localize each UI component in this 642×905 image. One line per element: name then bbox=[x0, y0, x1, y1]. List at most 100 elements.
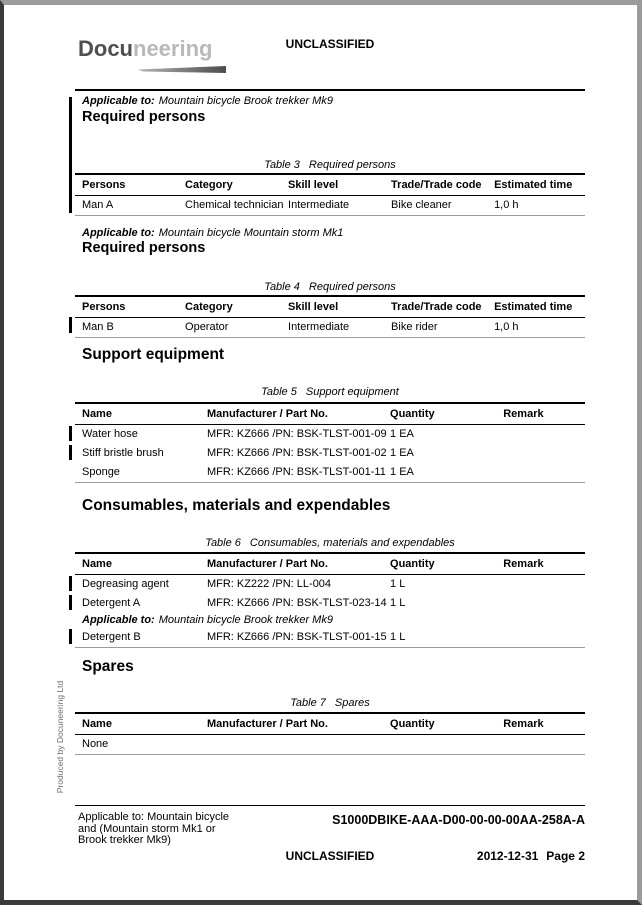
table-cell: Degreasing agent bbox=[82, 578, 169, 590]
table-cell bbox=[496, 594, 585, 613]
table-row: Man B Operator Intermediate Bike rider 1… bbox=[75, 318, 585, 337]
table-cell: Bike rider bbox=[391, 321, 438, 333]
column-header: Estimated time bbox=[494, 301, 573, 313]
table-caption-3: Table 3 Required persons bbox=[75, 159, 585, 172]
change-bar bbox=[69, 426, 72, 441]
column-header: Quantity bbox=[390, 408, 435, 420]
table-cell: 1 L bbox=[390, 597, 406, 609]
logo-text-dark: Docu bbox=[78, 36, 133, 61]
table-cell: Sponge bbox=[82, 466, 120, 478]
table-caption-5: Table 5 Support equipment bbox=[75, 386, 585, 399]
table-cell: 1,0 h bbox=[494, 321, 519, 333]
table-cell bbox=[383, 735, 496, 754]
table-cell: Bike cleaner bbox=[391, 199, 452, 211]
page-number: Page 2 bbox=[546, 849, 585, 863]
table-cell bbox=[496, 425, 585, 444]
table-caption-label: Table 4 bbox=[264, 281, 300, 293]
column-header: Trade/Trade code bbox=[391, 179, 482, 191]
table-cell: None bbox=[82, 738, 109, 750]
table-row: Man A Chemical technician Intermediate B… bbox=[75, 196, 585, 215]
header-rule bbox=[75, 89, 585, 91]
table-cell: Intermediate bbox=[288, 199, 350, 211]
column-header: Remark bbox=[503, 408, 544, 420]
column-header: Skill level bbox=[288, 301, 339, 313]
table-caption-label: Table 7 bbox=[290, 697, 326, 709]
column-header: Name bbox=[82, 718, 112, 730]
table-cell: 1 EA bbox=[390, 447, 414, 459]
table-caption-4: Table 4 Required persons bbox=[75, 281, 585, 294]
table-cell bbox=[496, 444, 585, 463]
table-cell: MFR: KZ222 /PN: LL-004 bbox=[206, 578, 332, 590]
table-header-row: Name Manufacturer / Part No. Quantity Re… bbox=[75, 552, 585, 575]
applicability-prefix: Applicable to: bbox=[82, 95, 155, 107]
table-cell: Man A bbox=[82, 199, 114, 211]
column-header: Persons bbox=[82, 179, 126, 191]
table-header-row: Persons Category Skill level Trade/Trade… bbox=[75, 295, 585, 318]
applicability-statement: Applicable to: Mountain bicycle Brook tre… bbox=[82, 95, 333, 108]
table-caption-title: Spares bbox=[334, 697, 370, 709]
table-cell: MFR: KZ666 /PN: BSK-TLST-001-15 bbox=[206, 631, 387, 643]
classification-banner-top: UNCLASSIFIED bbox=[285, 37, 375, 51]
logo-text-light: neering bbox=[133, 36, 213, 61]
table-cell: 1,0 h bbox=[494, 199, 519, 211]
table-row: Sponge MFR: KZ666 /PN: BSK-TLST-001-11 1… bbox=[75, 463, 585, 482]
footer-applicability: Applicable to: Mountain bicycle and (Mou… bbox=[78, 811, 230, 847]
column-header: Persons bbox=[82, 301, 126, 313]
table-cell: Detergent A bbox=[82, 597, 141, 609]
applicability-prefix: Applicable to: bbox=[82, 614, 155, 626]
footer-rule bbox=[75, 805, 585, 806]
table-caption-label: Table 3 bbox=[264, 159, 300, 171]
table-cell: Stiff bristle brush bbox=[82, 447, 164, 459]
table-cell bbox=[200, 735, 383, 754]
footer-applicability-line: Applicable to: Mountain bicycle bbox=[78, 811, 230, 823]
change-bar bbox=[69, 595, 72, 610]
table-spares: Name Manufacturer / Part No. Quantity Re… bbox=[75, 712, 585, 755]
column-header: Trade/Trade code bbox=[391, 301, 482, 313]
column-header: Skill level bbox=[288, 179, 339, 191]
column-header: Name bbox=[82, 558, 112, 570]
footer-applicability-line: and (Mountain storm Mk1 or bbox=[78, 822, 216, 835]
table-support-equipment: Name Manufacturer / Part No. Quantity Re… bbox=[75, 402, 585, 483]
table-row: Stiff bristle brush MFR: KZ666 /PN: BSK-… bbox=[75, 444, 585, 463]
logo-swoosh-icon bbox=[138, 66, 226, 73]
table-cell: MFR: KZ666 /PN: BSK-TLST-023-14 bbox=[206, 597, 387, 609]
table-cell: 1 L bbox=[390, 578, 406, 590]
table-cell bbox=[496, 575, 585, 594]
table-header-row: Name Manufacturer / Part No. Quantity Re… bbox=[75, 712, 585, 735]
change-bar bbox=[69, 317, 72, 333]
footer-date-page: 2012-12-31 Page 2 bbox=[75, 849, 585, 863]
change-bar bbox=[69, 445, 72, 460]
table-row: Detergent B MFR: KZ666 /PN: BSK-TLST-001… bbox=[75, 628, 585, 647]
table-caption-title: Required persons bbox=[308, 159, 396, 171]
column-header: Remark bbox=[503, 558, 544, 570]
column-header: Name bbox=[82, 408, 112, 420]
column-header: Manufacturer / Part No. bbox=[206, 408, 328, 420]
table-header-row: Name Manufacturer / Part No. Quantity Re… bbox=[75, 402, 585, 425]
applicability-text: Mountain bicycle Brook trekker Mk9 bbox=[158, 95, 333, 107]
issue-date: 2012-12-31 bbox=[476, 849, 539, 863]
table-cell: Water hose bbox=[82, 428, 138, 440]
table-cell: Chemical technician bbox=[185, 199, 284, 211]
table-required-persons-3: Persons Category Skill level Trade/Trade… bbox=[75, 173, 585, 216]
docuneering-logo: Docuneering bbox=[78, 36, 212, 62]
applicability-statement: Applicable to: Mountain bicycle Mountain … bbox=[82, 227, 343, 240]
table-caption-title: Required persons bbox=[308, 281, 396, 293]
table-cell bbox=[496, 735, 585, 754]
table-cell bbox=[496, 463, 585, 482]
column-header: Manufacturer / Part No. bbox=[206, 558, 328, 570]
table-cell: 1 EA bbox=[390, 466, 414, 478]
change-bar bbox=[69, 576, 72, 591]
applicability-text: Mountain bicycle Brook trekker Mk9 bbox=[158, 614, 333, 626]
table-cell: Detergent B bbox=[82, 631, 141, 643]
column-header: Category bbox=[185, 179, 233, 191]
table-caption-6: Table 6 Consumables, materials and expend… bbox=[75, 537, 585, 550]
table-cell: MFR: KZ666 /PN: BSK-TLST-001-02 bbox=[206, 447, 387, 459]
table-cell: 1 L bbox=[390, 631, 406, 643]
column-header: Remark bbox=[503, 718, 544, 730]
table-cell: MFR: KZ666 /PN: BSK-TLST-001-11 bbox=[206, 466, 386, 478]
section-heading-consumables: Consumables, materials and expendables bbox=[82, 497, 391, 514]
change-bar bbox=[69, 97, 72, 213]
section-heading-required-persons-2: Required persons bbox=[82, 240, 206, 256]
table-required-persons-4: Persons Category Skill level Trade/Trade… bbox=[75, 295, 585, 338]
